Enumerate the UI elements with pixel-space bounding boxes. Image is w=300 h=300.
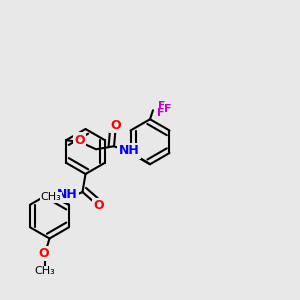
Text: NH: NH — [118, 144, 140, 157]
Text: F: F — [157, 108, 164, 118]
Text: O: O — [74, 134, 85, 147]
Text: O: O — [94, 199, 104, 212]
Text: O: O — [38, 247, 49, 260]
Text: NH: NH — [57, 188, 78, 202]
Text: CH₃: CH₃ — [34, 266, 56, 277]
Text: CH₃: CH₃ — [40, 192, 61, 202]
Text: F: F — [158, 101, 166, 111]
Text: F: F — [164, 104, 172, 114]
Text: O: O — [110, 119, 121, 132]
